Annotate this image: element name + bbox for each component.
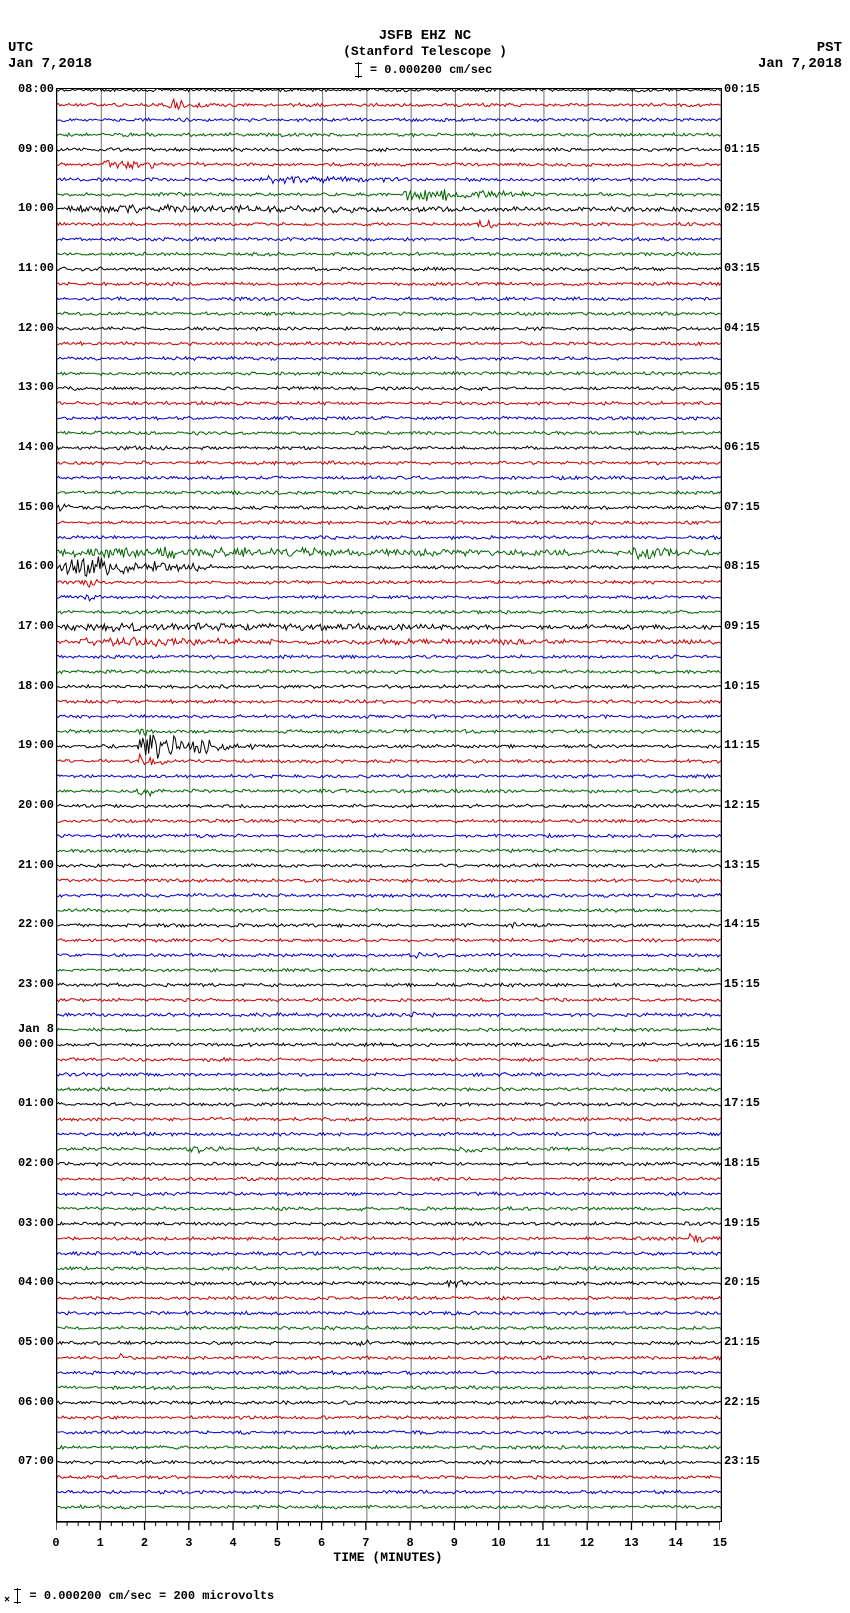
utc-label: 21:00 — [0, 858, 54, 872]
pst-label: 12:15 — [724, 798, 844, 812]
x-axis-title: TIME (MINUTES) — [56, 1550, 720, 1565]
x-tick-label: 10 — [491, 1536, 505, 1550]
utc-label: 03:00 — [0, 1216, 54, 1230]
seismogram-container: UTC Jan 7,2018 PST Jan 7,2018 JSFB EHZ N… — [0, 0, 850, 1613]
scale-text: = 0.000200 cm/sec — [370, 63, 492, 77]
x-tick-label: 4 — [229, 1536, 236, 1550]
x-tick-label: 1 — [97, 1536, 104, 1550]
utc-label: 20:00 — [0, 798, 54, 812]
pst-label: 16:15 — [724, 1037, 844, 1051]
utc-label: 06:00 — [0, 1395, 54, 1409]
utc-label: 12:00 — [0, 321, 54, 335]
pst-label: 02:15 — [724, 201, 844, 215]
utc-label: 11:00 — [0, 261, 54, 275]
footer-scale: × = 0.000200 cm/sec = 200 microvolts — [4, 1588, 274, 1607]
x-tick-label: 7 — [362, 1536, 369, 1550]
utc-label: 00:00 — [0, 1037, 54, 1051]
x-tick-label: 11 — [536, 1536, 550, 1550]
x-tick-label: 5 — [274, 1536, 281, 1550]
utc-label: 09:00 — [0, 142, 54, 156]
station-location: (Stanford Telescope ) — [0, 44, 850, 60]
x-tick-label: 0 — [52, 1536, 59, 1550]
pst-label: 19:15 — [724, 1216, 844, 1230]
x-tick-label: 13 — [624, 1536, 638, 1550]
pst-label: 01:15 — [724, 142, 844, 156]
x-tick-label: 14 — [669, 1536, 683, 1550]
pst-label: 13:15 — [724, 858, 844, 872]
utc-label: 22:00 — [0, 917, 54, 931]
scale-bar-icon — [17, 1588, 18, 1604]
station-title: JSFB EHZ NC — [0, 28, 850, 44]
pst-label: 18:15 — [724, 1156, 844, 1170]
utc-label: 16:00 — [0, 559, 54, 573]
seismogram-plot — [56, 88, 722, 1522]
x-tick-label: 3 — [185, 1536, 192, 1550]
x-tick-label: 8 — [407, 1536, 414, 1550]
utc-label: 23:00 — [0, 977, 54, 991]
utc-label: 08:00 — [0, 82, 54, 96]
pst-label: 14:15 — [724, 917, 844, 931]
pst-label: 23:15 — [724, 1454, 844, 1468]
utc-label: Jan 8 — [0, 1022, 54, 1036]
pst-label: 04:15 — [724, 321, 844, 335]
pst-label: 06:15 — [724, 440, 844, 454]
pst-label: 20:15 — [724, 1275, 844, 1289]
x-tick-label: 6 — [318, 1536, 325, 1550]
pst-label: 17:15 — [724, 1096, 844, 1110]
utc-label: 13:00 — [0, 380, 54, 394]
utc-label: 01:00 — [0, 1096, 54, 1110]
x-tick-label: 2 — [141, 1536, 148, 1550]
utc-label: 19:00 — [0, 738, 54, 752]
pst-label: 15:15 — [724, 977, 844, 991]
pst-label: 05:15 — [724, 380, 844, 394]
utc-label: 18:00 — [0, 679, 54, 693]
scale-bar-icon — [358, 62, 359, 78]
pst-label: 11:15 — [724, 738, 844, 752]
chart-header: JSFB EHZ NC (Stanford Telescope ) — [0, 28, 850, 60]
pst-label: 10:15 — [724, 679, 844, 693]
pst-label: 21:15 — [724, 1335, 844, 1349]
x-axis: TIME (MINUTES) 0123456789101112131415 — [56, 1522, 720, 1562]
utc-label: 17:00 — [0, 619, 54, 633]
footer-text: = 0.000200 cm/sec = 200 microvolts — [29, 1590, 274, 1604]
scale-reference: = 0.000200 cm/sec — [0, 62, 850, 78]
pst-label: 08:15 — [724, 559, 844, 573]
utc-label: 05:00 — [0, 1335, 54, 1349]
utc-label: 07:00 — [0, 1454, 54, 1468]
x-tick-label: 12 — [580, 1536, 594, 1550]
utc-label: 04:00 — [0, 1275, 54, 1289]
pst-label: 07:15 — [724, 500, 844, 514]
pst-label: 00:15 — [724, 82, 844, 96]
utc-label: 14:00 — [0, 440, 54, 454]
x-tick-label: 15 — [713, 1536, 727, 1550]
utc-label: 10:00 — [0, 201, 54, 215]
x-tick-label: 9 — [451, 1536, 458, 1550]
seismogram-svg — [57, 89, 721, 1521]
utc-label: 15:00 — [0, 500, 54, 514]
utc-label: 02:00 — [0, 1156, 54, 1170]
pst-label: 09:15 — [724, 619, 844, 633]
pst-label: 03:15 — [724, 261, 844, 275]
pst-label: 22:15 — [724, 1395, 844, 1409]
